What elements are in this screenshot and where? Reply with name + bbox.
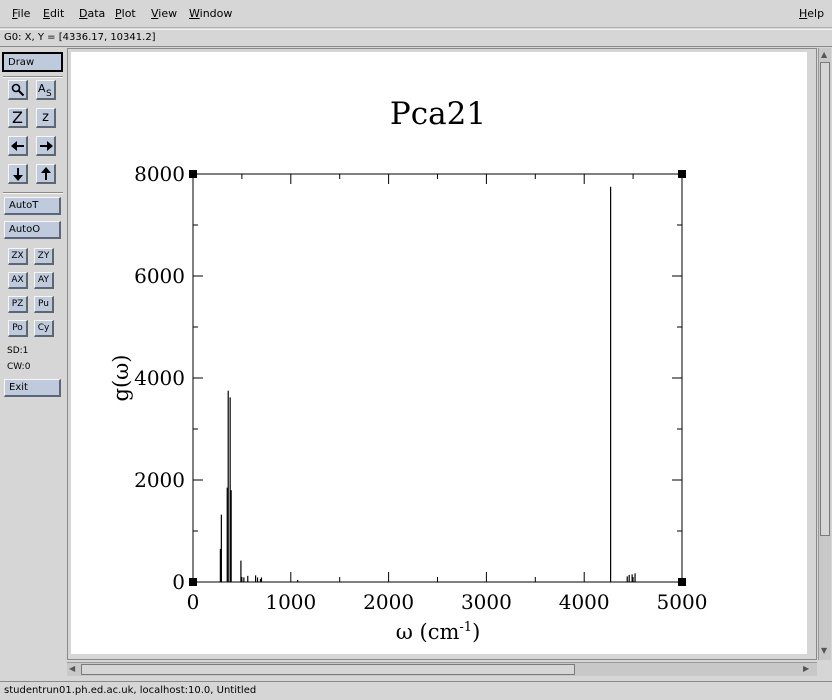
zx-button[interactable]: ZX <box>8 248 28 265</box>
scroll-down-arrow-icon[interactable]: ▼ <box>821 646 828 655</box>
x-tick-label: 0 <box>187 590 200 614</box>
y-tick-label: 2000 <box>134 468 185 492</box>
scroll-up-button[interactable] <box>36 164 56 184</box>
y-tick-label: 6000 <box>134 264 185 288</box>
plot-canvas[interactable]: Pca21 0 1000 2000 3000 4000 5000 0 2000 4000 600… <box>71 52 807 654</box>
ay-button[interactable]: AY <box>34 272 54 289</box>
autoo-button[interactable]: AutoO <box>4 221 61 239</box>
toolbar-separator <box>3 76 63 78</box>
arrow-left-icon <box>10 140 24 151</box>
plot-frame <box>192 173 683 583</box>
menu-data[interactable]: Data <box>79 7 106 20</box>
chart: Pca21 0 1000 2000 3000 4000 5000 0 2000 4000 600… <box>109 96 708 644</box>
scroll-left-button[interactable] <box>8 136 28 156</box>
set-display-label: SD:1 <box>7 346 29 356</box>
menu-help[interactable]: Help <box>799 7 825 20</box>
scroll-left-arrow-icon[interactable]: ◀ <box>69 664 76 673</box>
y-tick-label: 0 <box>172 570 185 594</box>
y-tick-label: 8000 <box>134 162 185 186</box>
menu-edit[interactable]: Edit <box>43 7 65 20</box>
toolbar-separator <box>3 192 63 194</box>
scroll-down-button[interactable] <box>8 164 28 184</box>
zoom-button[interactable] <box>8 80 28 100</box>
ax-button[interactable]: AX <box>8 272 28 289</box>
svg-text:A: A <box>38 82 46 95</box>
exit-button[interactable]: Exit <box>4 379 61 397</box>
menu-file[interactable]: File <box>12 7 31 20</box>
y-tick-label: 4000 <box>134 366 185 390</box>
x-tick-label: 4000 <box>559 590 610 614</box>
frame-handle-bottom-right[interactable] <box>678 578 686 586</box>
x-tick-label: 1000 <box>265 590 316 614</box>
scroll-right-arrow-icon[interactable]: ▶ <box>803 664 810 673</box>
x-axis-tick-labels: 0 1000 2000 3000 4000 5000 <box>187 590 708 614</box>
menu-view[interactable]: View <box>151 7 178 20</box>
menu-bar: File Edit Data Plot View Window Help <box>0 0 832 28</box>
x-tick-label: 3000 <box>461 590 512 614</box>
cy-button[interactable]: Cy <box>34 320 54 337</box>
magnifier-icon <box>11 83 24 96</box>
chart-title: Pca21 <box>390 96 486 132</box>
zoom-out-button[interactable]: z <box>36 108 56 128</box>
vertical-scrollbar[interactable]: ▲ ▼ <box>818 48 831 660</box>
draw-button[interactable]: Draw <box>2 52 63 72</box>
scroll-right-button[interactable] <box>36 136 56 156</box>
y-axis-label: g(ω) <box>109 355 133 402</box>
x-tick-label: 5000 <box>657 590 708 614</box>
pz-button[interactable]: PZ <box>8 296 28 313</box>
frame-handle-top-left[interactable] <box>189 170 197 178</box>
horizontal-scrollbar[interactable]: ◀ ▶ <box>67 662 817 676</box>
svg-text:S: S <box>46 89 52 98</box>
status-bar: studentrun01.ph.ed.ac.uk, localhost:10.0… <box>0 681 832 700</box>
frame-handle-top-right[interactable] <box>678 170 686 178</box>
x-tick-label: 2000 <box>363 590 414 614</box>
arrow-up-icon <box>40 166 51 180</box>
autot-button[interactable]: AutoT <box>4 197 61 215</box>
scroll-up-arrow-icon[interactable]: ▲ <box>821 50 828 59</box>
current-world-label: CW:0 <box>7 362 31 372</box>
frame-handle-bottom-left[interactable] <box>189 578 197 586</box>
y-axis-ticks <box>193 173 682 583</box>
zoom-in-button[interactable]: Z <box>8 108 28 128</box>
arrow-right-icon <box>39 140 53 151</box>
pu-button[interactable]: Pu <box>34 296 54 313</box>
x-axis-label: ω (cm-1) <box>396 620 481 644</box>
vertical-scroll-thumb[interactable] <box>820 62 830 536</box>
zy-button[interactable]: ZY <box>34 248 54 265</box>
data-bars <box>219 186 636 582</box>
x-axis-ticks <box>192 174 683 582</box>
menu-window[interactable]: Window <box>189 7 233 20</box>
y-axis-tick-labels: 0 2000 4000 6000 8000 <box>134 162 185 594</box>
po-button[interactable]: Po <box>8 320 28 337</box>
coordinate-readout: G0: X, Y = [4336.17, 10341.2] <box>0 29 832 47</box>
menu-plot[interactable]: Plot <box>115 7 136 20</box>
horizontal-scroll-thumb[interactable] <box>81 664 575 675</box>
arrow-down-icon <box>12 167 23 181</box>
